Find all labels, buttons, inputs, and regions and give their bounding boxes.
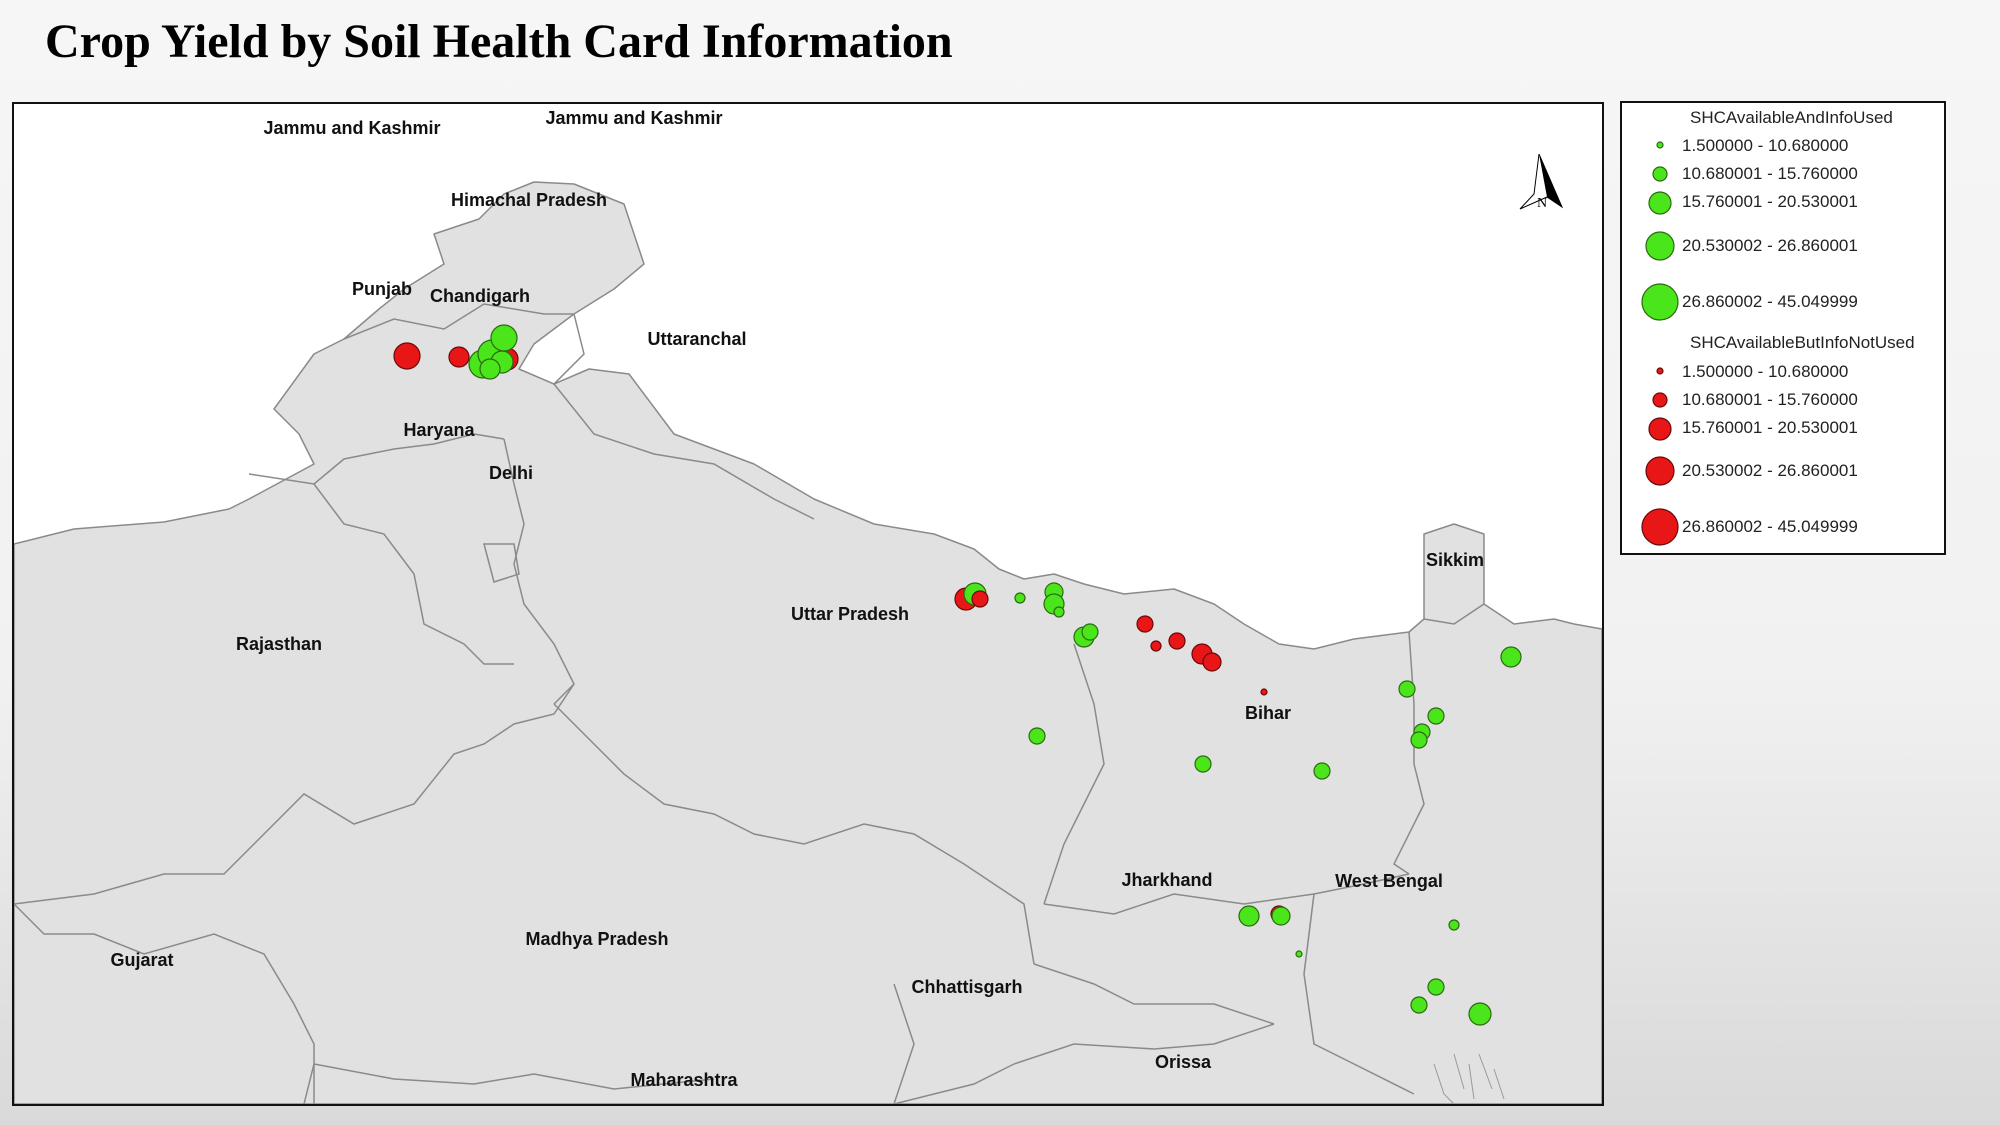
legend-symbol-not-used-2 [1652, 392, 1668, 408]
label-rajasthan: Rajasthan [236, 634, 322, 654]
point-green [490, 324, 518, 352]
point-red [448, 346, 470, 368]
boundary-jharkhand-wb [1303, 893, 1415, 1095]
point-red [971, 590, 989, 608]
label-orissa: Orissa [1155, 1052, 1212, 1072]
legend-item-used-4: 20.530002 - 26.860001 [1682, 236, 1858, 255]
label-sikkim: Sikkim [1426, 550, 1484, 570]
legend-symbol-not-used-1 [1656, 367, 1664, 375]
boundary-haryana-rajasthan [313, 483, 514, 665]
legend: SHCAvailableAndInfoUsed 1.500000 - 10.68… [1620, 101, 1946, 555]
point-green [1271, 906, 1291, 926]
label-west-bengal: West Bengal [1335, 871, 1443, 891]
boundary-raj-mp [14, 683, 575, 905]
point-green [1410, 731, 1428, 749]
legend-symbol-not-used-5 [1641, 508, 1679, 546]
point-red [1260, 688, 1268, 696]
point-green [1468, 1002, 1492, 1026]
label-chandigarh: Chandigarh [430, 286, 530, 306]
point-green [479, 358, 501, 380]
point-green [1028, 727, 1046, 745]
legend-item-not-used-3: 15.760001 - 20.530001 [1682, 418, 1858, 437]
legend-symbol-used-2 [1652, 166, 1668, 182]
north-arrow: N [1519, 153, 1564, 211]
point-red [1202, 652, 1222, 672]
boundary-sikkim [1423, 603, 1485, 625]
point-green [1500, 646, 1522, 668]
boundary-raj-gujarat [14, 903, 315, 1104]
legend-symbol-not-used-3 [1648, 417, 1672, 441]
boundary-jharkhand-orissa [1013, 1023, 1275, 1065]
label-himachal: Himachal Pradesh [451, 190, 607, 210]
label-madhya-pradesh: Madhya Pradesh [525, 929, 668, 949]
land-west [14, 181, 1602, 1104]
point-green [1081, 623, 1099, 641]
page-title: Crop Yield by Soil Health Card Informati… [45, 15, 953, 68]
label-jharkhand: Jharkhand [1121, 870, 1212, 890]
legend-item-not-used-1: 1.500000 - 10.680000 [1682, 362, 1848, 381]
point-green [1014, 592, 1026, 604]
legend-symbol-not-used-4 [1645, 456, 1675, 486]
legend-item-not-used-2: 10.680001 - 15.760000 [1682, 390, 1858, 409]
boundary-up-mp [553, 703, 1035, 965]
legend-heading-not-used: SHCAvailableButInfoNotUsed [1690, 333, 1915, 352]
label-gujarat: Gujarat [110, 950, 173, 970]
legend-symbol-used-3 [1648, 191, 1672, 215]
point-red [1136, 615, 1154, 633]
boundary-chh-jharkhand [1033, 963, 1275, 1025]
point-green [1194, 755, 1212, 773]
label-jammu-kashmir-1: Jammu and Kashmir [263, 118, 440, 138]
label-punjab: Punjab [352, 279, 412, 299]
boundary-hp-uk [553, 313, 585, 385]
point-red [1168, 632, 1186, 650]
state-labels: Jammu and Kashmir Jammu and Kashmir Hima… [110, 108, 1484, 1090]
legend-symbol-used-4 [1645, 231, 1675, 261]
point-green [1410, 996, 1428, 1014]
label-haryana: Haryana [403, 420, 475, 440]
legend-heading-used: SHCAvailableAndInfoUsed [1690, 108, 1893, 127]
legend-item-used-2: 10.680001 - 15.760000 [1682, 164, 1858, 183]
north-label: N [1537, 196, 1547, 211]
boundary-uk-up [553, 383, 815, 520]
point-green [1238, 905, 1260, 927]
label-delhi: Delhi [489, 463, 533, 483]
label-chhattisgarh: Chhattisgarh [911, 977, 1022, 997]
legend-item-used-3: 15.760001 - 20.530001 [1682, 192, 1858, 211]
boundary-haryana-up [503, 438, 575, 705]
point-green [1427, 707, 1445, 725]
point-green [1427, 978, 1445, 996]
delta-detail [1433, 1053, 1505, 1104]
boundary-mp-maharashtra [303, 1063, 715, 1104]
land-base [14, 181, 1602, 1104]
survey-points [393, 324, 1522, 1026]
boundary-chh-orissa [893, 1063, 1015, 1104]
legend-item-used-5: 26.860002 - 45.049999 [1682, 292, 1858, 311]
point-green [1313, 762, 1331, 780]
label-bihar: Bihar [1245, 703, 1291, 723]
label-maharashtra: Maharashtra [630, 1070, 738, 1090]
map-frame[interactable]: Jammu and Kashmir Jammu and Kashmir Hima… [12, 102, 1604, 1106]
point-red [1150, 640, 1162, 652]
legend-symbol-used-5 [1641, 283, 1679, 321]
point-green [1448, 919, 1460, 931]
boundary-delhi [483, 543, 520, 583]
boundary-mp-chhattisgarh [893, 983, 915, 1104]
legend-item-not-used-4: 20.530002 - 26.860001 [1682, 461, 1858, 480]
label-uttaranchal: Uttaranchal [647, 329, 746, 349]
label-uttar-pradesh: Uttar Pradesh [791, 604, 909, 624]
legend-item-not-used-5: 26.860002 - 45.049999 [1682, 517, 1858, 536]
map-canvas[interactable]: Jammu and Kashmir Jammu and Kashmir Hima… [14, 104, 1602, 1104]
boundary-bihar-jharkhand [1043, 873, 1410, 915]
point-green [1053, 606, 1065, 618]
point-green [1295, 950, 1303, 958]
label-jammu-kashmir-2: Jammu and Kashmir [545, 108, 722, 128]
legend-symbol-used-1 [1656, 141, 1664, 149]
point-red [393, 342, 421, 370]
boundary-jk-hp [343, 303, 574, 340]
legend-item-used-1: 1.500000 - 10.680000 [1682, 136, 1848, 155]
boundary-up-bihar [1043, 643, 1105, 905]
point-green [1398, 680, 1416, 698]
